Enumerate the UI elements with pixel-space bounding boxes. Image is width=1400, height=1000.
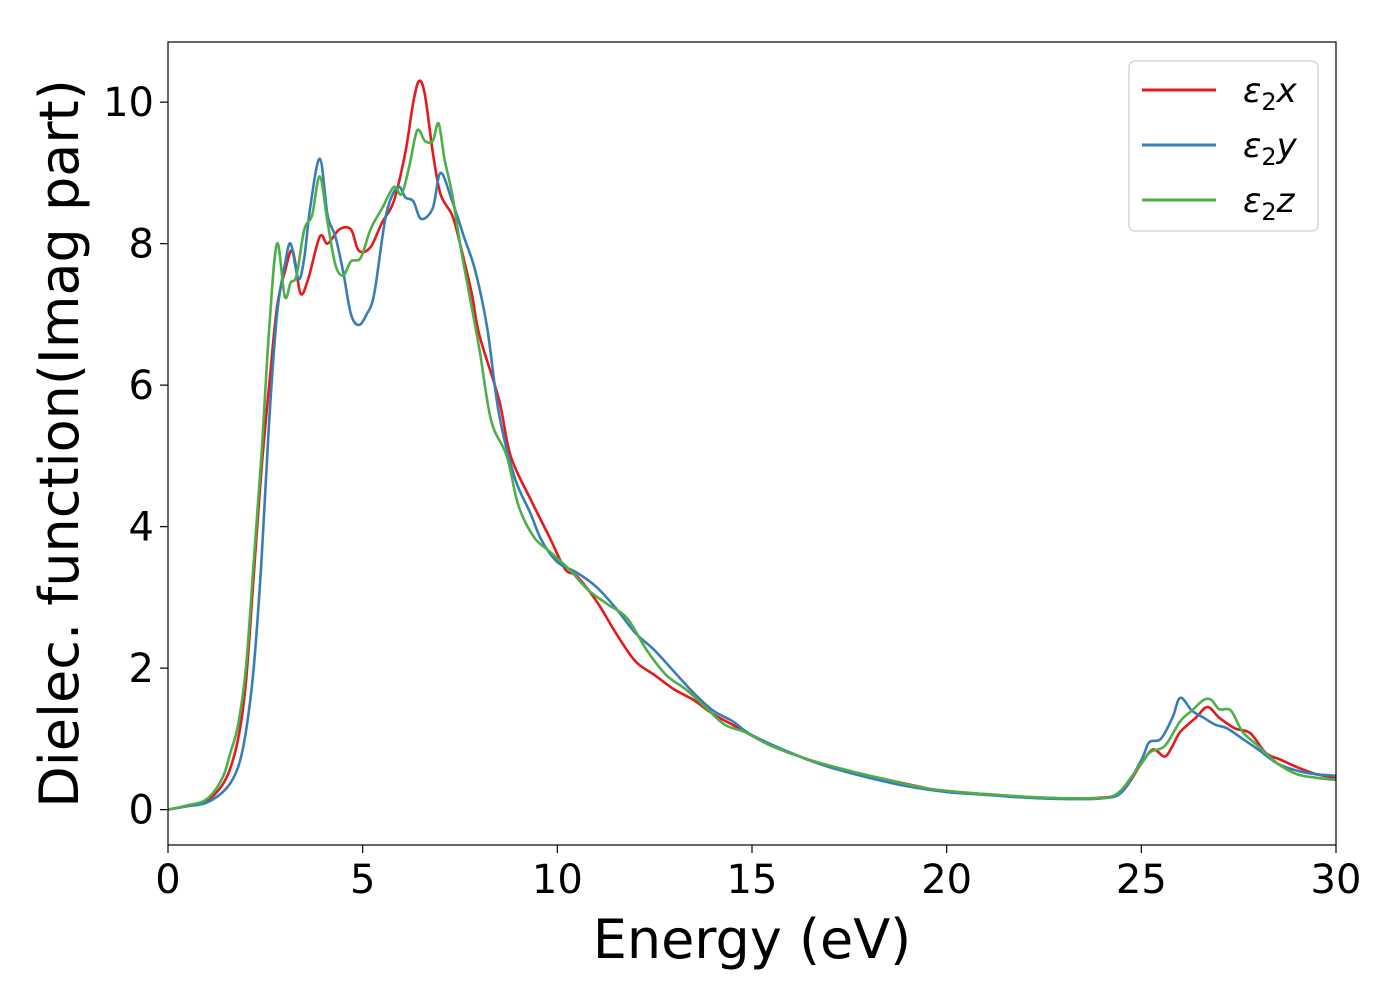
x-tick-label: 20 [921, 857, 972, 903]
y-axis-label: Dielec. function(Imag part) [28, 79, 91, 808]
y-tick-label: 8 [129, 222, 154, 268]
legend-label-y: ε2y [1243, 126, 1298, 171]
legend: ε2x ε2y ε2z [1128, 60, 1319, 232]
y-tick-label: 10 [103, 80, 154, 126]
x-tick-label: 0 [155, 857, 180, 903]
y-tick-label: 2 [129, 646, 154, 692]
series-line-z [168, 121, 1336, 811]
y-tick-label: 4 [129, 505, 154, 551]
y-tick-label: 6 [129, 363, 154, 409]
x-tick-label: 5 [350, 857, 375, 903]
x-axis-label: Energy (eV) [593, 908, 912, 971]
series-line-y [168, 157, 1336, 811]
x-tick-label: 30 [1311, 857, 1362, 903]
series-layer [168, 79, 1336, 811]
legend-label-z: ε2z [1243, 181, 1296, 226]
legend-label-x: ε2x [1243, 71, 1298, 116]
ticks-layer: 0 5 10 15 20 25 30 0 2 4 6 8 10 [103, 80, 1361, 903]
x-tick-label: 25 [1116, 857, 1167, 903]
x-tick-label: 15 [727, 857, 778, 903]
x-tick-label: 10 [532, 857, 583, 903]
legend-box [1128, 60, 1319, 232]
y-tick-label: 0 [129, 788, 154, 834]
